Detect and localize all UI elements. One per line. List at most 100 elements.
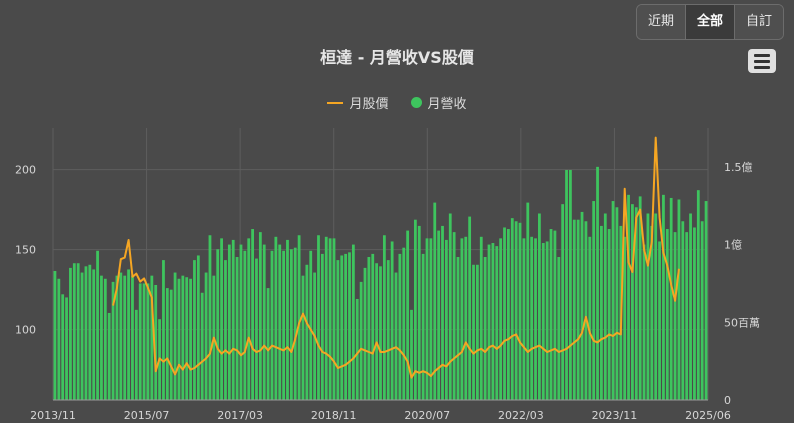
revenue-bar <box>665 229 669 400</box>
revenue-bar <box>390 241 394 400</box>
revenue-bar <box>371 253 375 400</box>
revenue-bar <box>475 264 479 400</box>
revenue-bar <box>247 238 251 400</box>
revenue-bar <box>607 229 611 400</box>
revenue-bar <box>592 201 596 400</box>
revenue-bar <box>270 250 274 400</box>
revenue-bar <box>348 252 351 400</box>
range-custom-button[interactable]: 自訂 <box>735 5 784 39</box>
revenue-bar <box>131 275 134 400</box>
revenue-bar <box>402 247 406 400</box>
revenue-bar <box>638 196 642 400</box>
revenue-bar <box>398 253 402 400</box>
revenue-bar <box>274 236 278 400</box>
range-recent-button[interactable]: 近期 <box>637 5 687 39</box>
revenue-bar <box>165 288 169 400</box>
revenue-bar <box>495 246 499 400</box>
revenue-bar <box>340 255 344 400</box>
revenue-bar <box>266 288 270 400</box>
revenue-bar <box>111 281 115 400</box>
revenue-bar <box>76 263 80 400</box>
revenue-bar <box>572 219 576 400</box>
revenue-bar <box>146 283 150 400</box>
revenue-bar <box>662 194 665 400</box>
revenue-bar <box>518 222 522 400</box>
range-selector: 近期 全部 自訂 <box>636 4 785 40</box>
revenue-bar <box>425 238 429 400</box>
revenue-bar <box>526 202 530 400</box>
revenue-bar <box>693 227 696 400</box>
revenue-bar <box>208 235 212 400</box>
revenue-bar <box>324 236 328 400</box>
legend-item-revenue[interactable]: 月營收 <box>410 93 467 112</box>
revenue-bar <box>611 201 615 400</box>
revenue-bar <box>549 229 553 400</box>
revenue-bar <box>685 232 689 400</box>
revenue-bar <box>681 221 685 400</box>
revenue-bar <box>100 275 103 400</box>
legend-label-revenue: 月營收 <box>427 97 467 112</box>
revenue-bar <box>522 238 526 400</box>
revenue-bar <box>123 275 127 400</box>
revenue-bar <box>677 199 681 400</box>
legend-item-price[interactable]: 月股價 <box>327 93 389 112</box>
y-left-tick-label: 200 <box>15 164 36 177</box>
revenue-bar <box>483 257 487 400</box>
revenue-bar <box>487 244 491 400</box>
price-line <box>112 136 680 379</box>
y-right-tick-label: 0 <box>724 394 731 407</box>
revenue-bar <box>162 260 165 400</box>
revenue-bar <box>216 249 220 400</box>
revenue-bar <box>460 238 464 400</box>
revenue-bar <box>363 267 367 400</box>
revenue-bar <box>627 194 630 400</box>
revenue-bar <box>634 207 638 400</box>
revenue-bar <box>448 213 452 400</box>
revenue-bar <box>588 236 592 400</box>
revenue-bar <box>417 225 421 400</box>
revenue-bar <box>569 169 572 400</box>
revenue-bar <box>623 236 627 400</box>
revenue-bar <box>282 250 286 400</box>
legend-line-icon <box>327 101 344 104</box>
revenue-bar <box>181 275 185 400</box>
revenue-bar <box>351 244 355 400</box>
revenue-bar <box>413 219 417 400</box>
y-left-tick-label: 150 <box>15 244 36 257</box>
revenue-bar <box>421 253 425 400</box>
revenue-bar <box>406 230 410 400</box>
revenue-bar <box>565 169 568 400</box>
revenue-bar <box>367 257 371 400</box>
revenue-bar <box>344 253 348 400</box>
revenue-bar <box>433 202 437 400</box>
x-tick-label: 2018/11 <box>311 409 357 422</box>
revenue-bar <box>193 260 196 400</box>
y-right-tick-label: 1.5億 <box>724 161 753 174</box>
revenue-bar <box>561 204 565 400</box>
revenue-bar <box>530 236 534 400</box>
revenue-bar <box>332 238 336 400</box>
menu-icon[interactable] <box>748 49 776 73</box>
revenue-bar <box>204 272 208 400</box>
revenue-bar <box>220 238 223 400</box>
revenue-bar <box>169 289 173 400</box>
y-right-tick-label: 1億 <box>724 239 742 252</box>
revenue-bar <box>138 283 142 400</box>
revenue-bar <box>57 278 61 400</box>
revenue-bar <box>142 283 146 400</box>
revenue-bar <box>557 257 561 400</box>
revenue-bar <box>441 225 444 400</box>
revenue-bar <box>615 207 619 400</box>
revenue-bar <box>603 213 607 400</box>
revenue-bar <box>80 272 84 400</box>
revenue-bar <box>596 166 599 400</box>
revenue-bar <box>704 201 708 400</box>
x-tick-label: 2025/06 <box>685 409 731 422</box>
revenue-bar <box>379 266 382 400</box>
range-all-button[interactable]: 全部 <box>686 5 736 39</box>
revenue-bar <box>359 281 363 400</box>
revenue-bars <box>53 166 708 400</box>
revenue-bar <box>491 243 495 400</box>
revenue-bar <box>134 309 138 400</box>
